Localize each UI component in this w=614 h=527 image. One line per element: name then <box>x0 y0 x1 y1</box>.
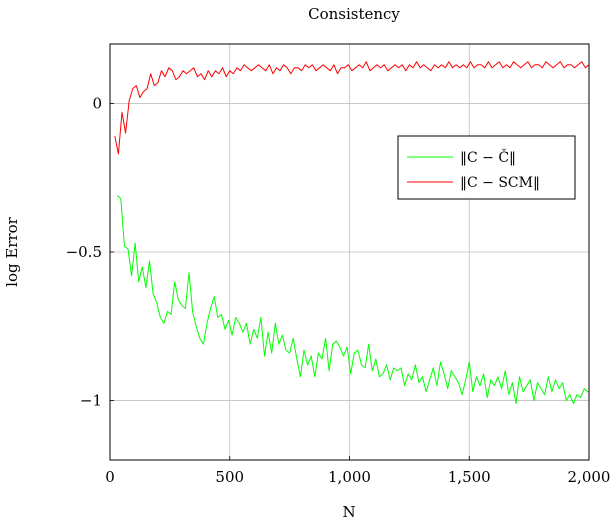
x-tick-label: 500 <box>215 468 244 486</box>
y-tick-labels: −1 −0.5 0 <box>66 94 102 409</box>
grid <box>109 44 590 460</box>
x-tick-label: 1,000 <box>328 468 371 486</box>
plot-frame <box>109 43 590 461</box>
y-tick-label: −0.5 <box>66 243 102 261</box>
y-tick-label: 0 <box>92 94 102 112</box>
x-tick-label: 0 <box>105 468 115 486</box>
series-group <box>114 61 590 404</box>
legend: ‖C − Č‖ ‖C − SCM‖ <box>397 135 576 200</box>
x-axis-label: N <box>342 503 355 521</box>
chart-title: Consistency <box>308 5 400 23</box>
series-line-0 <box>116 195 589 404</box>
x-tick-label: 2,000 <box>568 468 611 486</box>
legend-label-red: ‖C − SCM‖ <box>460 175 540 191</box>
x-tick-label: 1,500 <box>448 468 491 486</box>
legend-label-green: ‖C − Č‖ <box>460 148 516 166</box>
x-tick-labels: 0 500 1,000 1,500 2,000 <box>105 468 610 486</box>
y-axis-label: log Error <box>3 216 21 287</box>
series-line-1 <box>114 61 590 155</box>
legend-box <box>397 135 576 200</box>
y-tick-label: −1 <box>80 392 102 410</box>
